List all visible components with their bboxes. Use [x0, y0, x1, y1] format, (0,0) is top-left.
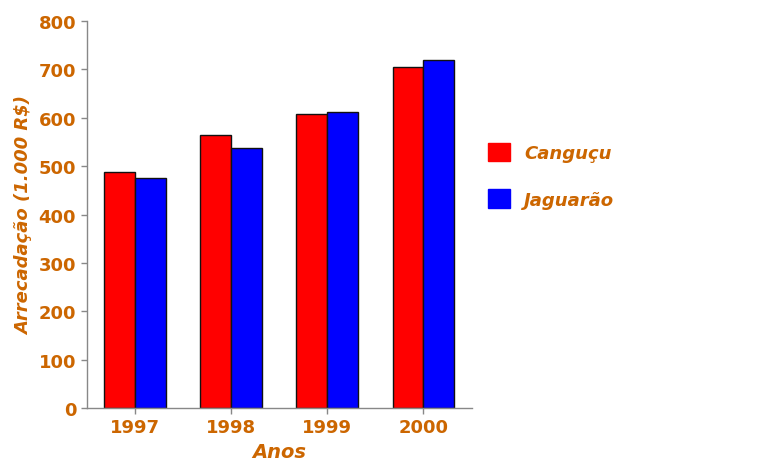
Bar — [231, 149, 262, 408]
Y-axis label: Arrecadação (1.000 R$): Arrecadação (1.000 R$) — [15, 96, 33, 334]
Bar — [200, 135, 231, 408]
Bar — [135, 179, 165, 408]
Legend: Canguçu, Jaguarão: Canguçu, Jaguarão — [480, 137, 622, 217]
Bar — [393, 68, 424, 408]
Bar — [296, 115, 327, 408]
Bar — [327, 113, 358, 408]
X-axis label: Anos: Anos — [252, 442, 306, 461]
Bar — [104, 173, 135, 408]
Bar — [424, 60, 454, 408]
